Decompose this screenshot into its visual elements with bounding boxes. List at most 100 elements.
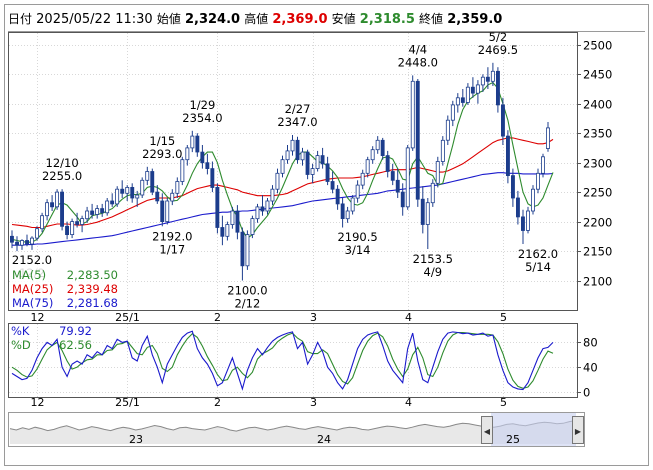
candle-body [355, 184, 360, 199]
candle [155, 185, 160, 204]
stoch-tick-label: 0 [583, 386, 590, 400]
candle [435, 156, 440, 188]
candle-body [150, 171, 155, 193]
candle-body [145, 171, 150, 181]
legend-ma25-label: MA(25) [12, 282, 53, 296]
candle [405, 145, 410, 210]
candle [25, 234, 29, 247]
candle-body [505, 135, 510, 177]
candle [450, 100, 455, 127]
candle [235, 205, 240, 240]
candle [541, 153, 545, 178]
candle-body [60, 191, 64, 227]
candle-body [45, 202, 49, 217]
candle [175, 177, 180, 198]
candle-body [335, 188, 340, 205]
candle [330, 171, 335, 194]
candle [135, 190, 140, 207]
candle-body [25, 240, 29, 245]
date-value: 2025/05/22 11:30 [36, 12, 153, 27]
candle-body [495, 70, 500, 106]
high-label: 高値 [244, 12, 269, 26]
candle-body [55, 191, 59, 208]
candle-body [330, 181, 335, 190]
candle [470, 77, 475, 98]
stoch-d-value: 62.56 [59, 338, 92, 352]
candle [440, 136, 445, 166]
price-tick-label: 2500 [583, 39, 612, 53]
candle [260, 195, 265, 216]
candle [30, 236, 34, 250]
candle-body [9, 235, 14, 243]
candle-body [175, 181, 180, 194]
candle [50, 195, 54, 211]
candle-body [190, 135, 195, 149]
candle-body [205, 162, 210, 169]
candle [160, 193, 165, 227]
candle [270, 185, 275, 206]
candle-body [95, 208, 100, 215]
annotation-date: 12/10 [46, 156, 79, 170]
stoch-legend: %K 79.92 %D 62.56 [11, 324, 92, 352]
candle [415, 79, 420, 207]
navigator-year-25: 25 [506, 433, 520, 446]
outer-border [4, 4, 649, 466]
navigator-year-23: 23 [129, 433, 143, 446]
navigator-right-handle[interactable]: ▶ [572, 416, 584, 444]
annotation-value: 2152.0 [12, 253, 52, 267]
navigator-left-handle[interactable]: ◀ [481, 416, 493, 444]
candle [505, 130, 510, 184]
candle [380, 137, 385, 160]
candle [120, 180, 125, 198]
candle-body [450, 104, 455, 121]
candle-body [305, 151, 310, 175]
candle [35, 226, 39, 241]
stoch-k-line [11, 330, 554, 391]
candle [230, 206, 235, 229]
candle-body [40, 215, 44, 230]
candle [20, 239, 24, 250]
candle-body [220, 227, 225, 237]
candle-body [120, 188, 125, 194]
candle [9, 230, 14, 249]
annotation-value: 2153.5 [413, 252, 453, 266]
navigator-window[interactable] [491, 413, 576, 446]
candle-body [180, 159, 185, 182]
candle-body [345, 210, 350, 220]
candle-body [245, 234, 250, 267]
price-tick-label: 2150 [583, 245, 612, 259]
candle [275, 168, 280, 194]
candle-body [230, 210, 235, 226]
candle [375, 136, 380, 154]
candle-body [155, 191, 160, 202]
candle [190, 130, 195, 153]
candle [200, 145, 205, 169]
candle [255, 203, 260, 223]
candle [280, 155, 285, 178]
candle-body [490, 70, 495, 82]
open-value: 2,324.0 [184, 12, 241, 27]
candle [130, 183, 135, 203]
candle [305, 149, 310, 180]
candle [55, 189, 59, 210]
month-label: 3 [310, 311, 317, 324]
annotation-value: 2255.0 [42, 169, 82, 183]
candle [445, 115, 450, 145]
candle-body [285, 150, 290, 161]
legend-ma75-value: 2,281.68 [67, 296, 118, 310]
candle-body [445, 119, 450, 141]
candle-body [105, 200, 110, 214]
candle [465, 83, 470, 105]
stoch-k-label: %K [11, 324, 30, 338]
candle [390, 163, 395, 186]
candle [310, 163, 315, 184]
candle [205, 153, 210, 175]
price-tick-label: 2200 [583, 216, 612, 230]
candle [80, 215, 85, 233]
price-axis: 2500 2450 2400 2350 2300 2250 2200 2150 2100 [577, 39, 612, 289]
candle-body [340, 203, 345, 219]
candle-body [100, 208, 105, 214]
candle [65, 221, 69, 240]
candle [531, 185, 535, 215]
